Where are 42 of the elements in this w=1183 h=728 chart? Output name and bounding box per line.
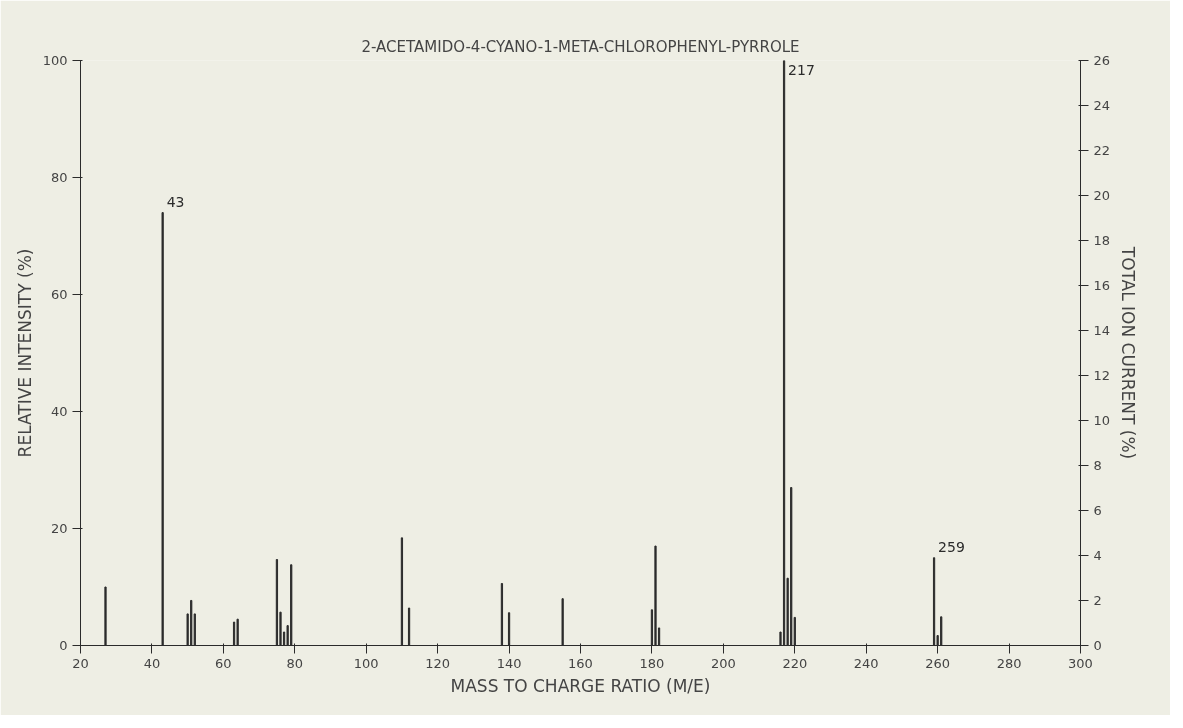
x-tick-label: 300 <box>1068 655 1093 671</box>
annotation: 259 <box>938 538 965 555</box>
y-tick-label: 60 <box>50 287 68 302</box>
y2-tick-label: 16 <box>1093 278 1111 293</box>
x-tick-label: 160 <box>568 655 593 671</box>
x-tick-label: 180 <box>639 655 665 671</box>
x-tick-label: 40 <box>143 655 161 671</box>
y2-tick-label: 10 <box>1093 413 1111 428</box>
y2-tick-label: 18 <box>1093 233 1111 248</box>
x-tick-label: 140 <box>496 655 522 671</box>
y-tick-label: 80 <box>50 170 68 185</box>
y2-tick-label: 2 <box>1093 593 1102 608</box>
x-tick-label: 20 <box>72 655 89 671</box>
y2-tick-label: 24 <box>1093 98 1111 113</box>
y-tick-label: 40 <box>50 404 68 419</box>
x-tick-label: 220 <box>782 655 808 671</box>
y2-tick-label: 26 <box>1093 53 1111 68</box>
y2-tick-label: 8 <box>1093 458 1102 473</box>
y2-tick-label: 20 <box>1093 188 1111 203</box>
y2-tick-label: 4 <box>1093 548 1102 563</box>
y-tick-label: 0 <box>59 638 68 653</box>
annotation: 217 <box>788 61 815 78</box>
y-axis-title: RELATIVE INTENSITY (%) <box>14 248 35 458</box>
x-tick-label: 60 <box>215 655 232 671</box>
x-tick-label: 200 <box>710 655 736 671</box>
y2-tick-label: 12 <box>1093 368 1111 383</box>
x-tick-label: 260 <box>925 655 951 671</box>
y-tick-label: 100 <box>42 53 68 68</box>
y-tick-label: 20 <box>50 521 68 536</box>
y2-axis-title: TOTAL ION CURRENT (%) <box>1118 245 1139 460</box>
y2-tick-label: 14 <box>1093 323 1111 338</box>
x-tick-label: 240 <box>853 655 879 671</box>
annotation: 43 <box>166 193 185 210</box>
y2-tick-label: 22 <box>1093 143 1111 158</box>
x-tick-label: 120 <box>425 655 451 671</box>
x-tick-label: 280 <box>996 655 1022 671</box>
chart-title: 2-ACETAMIDO-4-CYANO-1-META-CHLOROPHENYL-PYRROLE <box>361 37 800 56</box>
x-tick-label: 80 <box>286 655 304 671</box>
x-axis-title: MASS TO CHARGE RATIO (M/E) <box>450 675 711 696</box>
y2-tick-label: 0 <box>1093 638 1102 653</box>
y2-tick-label: 6 <box>1093 503 1102 518</box>
x-tick-label: 100 <box>353 655 379 671</box>
